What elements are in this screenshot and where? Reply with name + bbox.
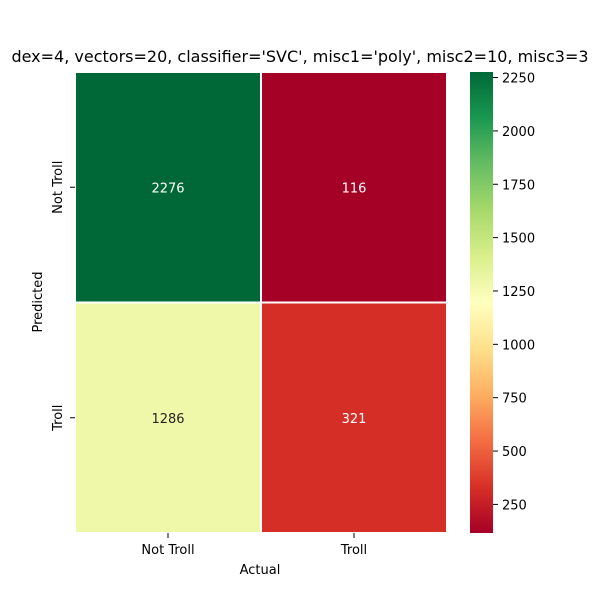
colorbar-tick-label: 2250 <box>502 72 535 87</box>
colorbar-tick-label: 1250 <box>502 285 535 300</box>
x-tick-label: Troll <box>340 543 367 558</box>
cell-value-label: 116 <box>342 181 367 196</box>
colorbar-tick-label: 2000 <box>502 125 535 140</box>
colorbar-ticks: 250 500 750 1000 1250 1500 1750 2000 2250 <box>493 72 535 513</box>
colorbar-tick-label: 750 <box>502 392 527 407</box>
x-axis-label: Actual <box>240 563 281 578</box>
colorbar <box>470 72 493 533</box>
heatmap-cells: 2276 116 1286 321 <box>74 71 448 534</box>
cell-value-label: 321 <box>342 412 367 427</box>
y-tick-label: Not Troll <box>51 161 66 214</box>
colorbar-tick-label: 1000 <box>502 338 535 353</box>
heatmap-cell <box>260 71 448 304</box>
x-tick-label: Not Troll <box>141 543 194 558</box>
colorbar-tick-label: 1500 <box>502 232 535 247</box>
heatmap-cell <box>74 301 262 534</box>
chart-title: dex=4, vectors=20, classifier='SVC', mis… <box>11 47 588 66</box>
y-axis-label: Predicted <box>31 271 46 332</box>
x-axis: Not Troll Troll <box>141 533 367 558</box>
heatmap-cell <box>74 71 262 304</box>
y-tick-label: Troll <box>51 405 66 432</box>
cell-value-label: 1286 <box>151 412 184 427</box>
y-axis: Not Troll Troll <box>51 161 75 432</box>
colorbar-tick-label: 1750 <box>502 178 535 193</box>
colorbar-tick-label: 250 <box>502 498 527 513</box>
heatmap-cell <box>260 301 448 534</box>
colorbar-tick-label: 500 <box>502 445 527 460</box>
cell-value-label: 2276 <box>151 181 184 196</box>
